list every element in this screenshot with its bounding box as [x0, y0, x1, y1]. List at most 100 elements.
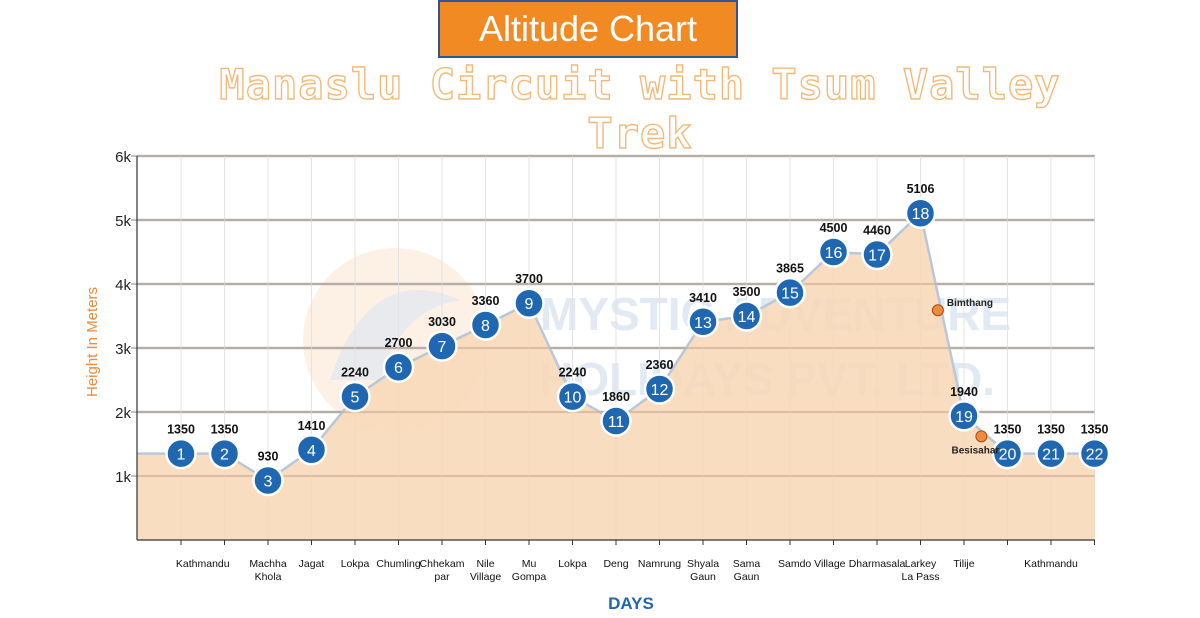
day-marker-11	[600, 405, 632, 437]
extra-label-besisahar: Besisahar	[951, 445, 999, 456]
day-number-11: 11	[608, 414, 625, 431]
extra-marker-besisahar	[975, 430, 988, 443]
day-marker-10	[556, 380, 589, 413]
day-number-21: 21	[1042, 447, 1060, 464]
place-label-4-line-0: Chumling	[376, 558, 421, 570]
day-marker-20	[991, 437, 1024, 470]
place-label-6-line-1: Village	[470, 571, 501, 583]
day-number-13: 13	[694, 315, 712, 332]
day-marker-17	[861, 238, 893, 271]
place-label-1-line-0: Machha	[249, 558, 287, 570]
y-tick-label-4k: 4k	[115, 277, 131, 294]
altitude-label-5: 2240	[341, 366, 369, 380]
altitude-label-20: 1350	[994, 423, 1022, 437]
place-label-13-line-0: Samdo Village	[778, 558, 846, 570]
altitude-label-18: 5106	[907, 182, 935, 196]
altitude-label-4: 1410	[298, 419, 326, 433]
day-number-5: 5	[351, 390, 360, 407]
watermark-mountain-icon	[330, 290, 460, 380]
day-number-22: 22	[1086, 447, 1104, 464]
chart-subtitle: Manaslu Circuit with Tsum Valley Trek	[219, 59, 1061, 158]
altitude-label-13: 3410	[689, 291, 717, 305]
day-number-2: 2	[220, 447, 229, 464]
altitude-label-8: 3360	[472, 294, 500, 308]
altitude-label-12: 2360	[646, 358, 674, 372]
altitude-label-21: 1350	[1037, 423, 1065, 437]
altitude-label-14: 3500	[733, 285, 761, 299]
place-label-6-line-0: Nile	[476, 558, 494, 570]
altitude-label-1: 1350	[167, 423, 195, 437]
day-marker-16	[817, 236, 850, 268]
altitude-label-19: 1940	[950, 385, 978, 399]
day-number-16: 16	[825, 245, 843, 262]
day-marker-22	[1078, 437, 1111, 470]
place-label-0-line-0: Kathmandu	[176, 558, 230, 570]
day-marker-19	[948, 400, 980, 432]
day-marker-8	[469, 309, 502, 341]
chart-title: Altitude Chart	[478, 8, 698, 49]
altitude-label-10: 2240	[559, 366, 587, 380]
place-label-5-line-0: Chhekam	[420, 558, 465, 570]
altitude-area	[137, 213, 1095, 540]
day-marker-14	[730, 300, 763, 332]
place-label-11-line-0: Shyala	[687, 558, 719, 570]
day-number-7: 7	[438, 339, 447, 356]
place-label-5-line-1: par	[434, 571, 450, 583]
day-marker-4	[295, 434, 328, 466]
day-number-17: 17	[868, 248, 886, 265]
chart-subtitle-container: Manaslu Circuit with Tsum Valley Trek	[180, 59, 1100, 158]
day-number-9: 9	[525, 296, 534, 313]
extra-markers: Bimthang Besisahar	[931, 298, 999, 456]
place-label-7-line-0: Mu	[522, 558, 537, 570]
day-number-4: 4	[307, 443, 316, 460]
day-number-20: 20	[999, 447, 1017, 464]
day-marker-3	[252, 464, 284, 497]
y-tick-labels: 1k 2k 3k 4k 5k 6k	[115, 149, 131, 486]
day-number-15: 15	[781, 286, 799, 303]
day-number-6: 6	[394, 360, 403, 377]
place-label-12-line-0: Sama	[733, 558, 761, 570]
day-marker-6	[382, 351, 415, 383]
day-number-10: 10	[564, 390, 582, 407]
place-label-15-line-1: La Pass	[902, 571, 940, 583]
day-marker-15	[774, 276, 806, 309]
extra-label-bimthang: Bimthang	[947, 298, 993, 309]
place-label-11-line-1: Gaun	[690, 571, 716, 583]
day-number-12: 12	[651, 382, 669, 399]
altitude-label-6: 2700	[385, 336, 413, 350]
day-marker-13	[687, 306, 719, 338]
place-label-8-line-0: Lokpa	[558, 558, 587, 570]
place-label-7-line-1: Gompa	[512, 571, 547, 583]
y-axis-label: Height In Meters	[84, 287, 101, 397]
y-tick-label-5k: 5k	[115, 213, 131, 230]
day-marker-21	[1035, 437, 1067, 470]
altitude-label-22: 1350	[1081, 423, 1109, 437]
place-label-2-line-0: Jagat	[299, 558, 325, 570]
altitude-label-17: 4460	[863, 224, 891, 238]
day-marker-1	[165, 437, 197, 470]
extra-marker-bimthang	[931, 304, 944, 317]
altitude-label-2: 1350	[211, 423, 239, 437]
place-label-12-line-1: Gaun	[734, 571, 760, 583]
day-marker-5	[339, 380, 371, 413]
place-label-10-line-0: Namrung	[638, 558, 681, 570]
day-marker-7	[426, 330, 458, 362]
day-marker-9	[513, 287, 545, 319]
day-number-1: 1	[177, 447, 186, 464]
day-marker-2	[208, 437, 241, 470]
day-number-14: 14	[738, 309, 756, 326]
place-label-9-line-0: Deng	[603, 558, 628, 570]
altitude-label-11: 1860	[602, 390, 630, 404]
day-marker-12	[643, 373, 676, 405]
y-tick-label-6k: 6k	[115, 149, 131, 166]
chart-title-badge: Altitude Chart	[438, 0, 738, 58]
place-label-14-line-0: Dharmasala	[849, 558, 906, 570]
altitude-label-16: 4500	[820, 221, 848, 235]
day-marker-18	[904, 197, 937, 229]
x-axis-label: DAYS	[608, 594, 654, 613]
altitude-label-3: 930	[258, 449, 279, 463]
day-number-3: 3	[264, 473, 273, 490]
